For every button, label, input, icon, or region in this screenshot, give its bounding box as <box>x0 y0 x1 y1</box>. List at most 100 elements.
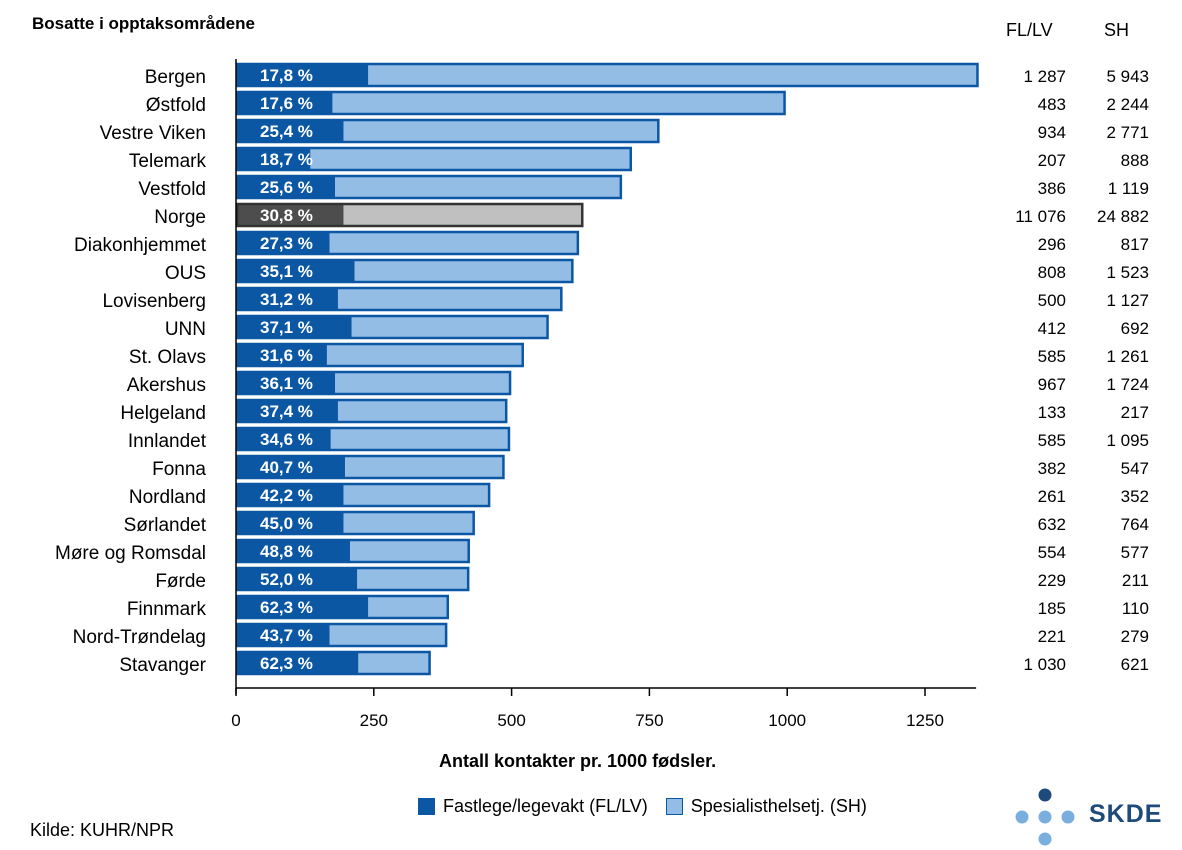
sh-count-21: 621 <box>1121 655 1149 674</box>
x-tick-label-4: 1000 <box>768 711 806 730</box>
sh-count-13: 1 095 <box>1106 431 1149 450</box>
bar-outline-19 <box>235 594 450 620</box>
category-label-14: Fonna <box>152 459 206 480</box>
bar-sh-9 <box>351 315 549 339</box>
bar-sh-0 <box>368 63 979 87</box>
sh-count-5: 24 882 <box>1097 207 1149 226</box>
bar-outline-3 <box>235 146 633 172</box>
bar-percent-label-6: 27,3 % <box>260 234 313 253</box>
bar-percent-label-5: 30,8 % <box>260 206 313 225</box>
bar-percent-label-19: 62,3 % <box>260 598 313 617</box>
logo-dot-bottom <box>1038 832 1052 846</box>
bar-outline-8 <box>235 286 563 312</box>
category-label-20: Nord-Trøndelag <box>73 627 206 648</box>
fl-count-20: 221 <box>1038 627 1066 646</box>
legend: Fastlege/legevakt (FL/LV) Spesialisthels… <box>418 796 885 817</box>
sh-count-1: 2 244 <box>1106 95 1149 114</box>
category-label-9: UNN <box>165 319 206 340</box>
column-header-fl: FL/LV <box>1006 20 1053 40</box>
fl-count-3: 207 <box>1038 151 1066 170</box>
bar-fl-10 <box>236 343 327 367</box>
sh-count-20: 279 <box>1121 627 1149 646</box>
bar-sh-6 <box>329 231 579 255</box>
bar-fl-9 <box>236 315 352 339</box>
bar-fl-6 <box>236 231 330 255</box>
bar-fl-14 <box>236 455 346 479</box>
sh-count-6: 817 <box>1121 235 1149 254</box>
category-label-19: Finnmark <box>127 599 207 620</box>
bar-sh-19 <box>368 595 449 619</box>
bar-fl-13 <box>236 427 331 451</box>
bar-sh-20 <box>329 623 448 647</box>
bar-fl-5 <box>236 203 344 227</box>
logo-dot-center <box>1038 810 1052 824</box>
sh-count-16: 764 <box>1121 515 1149 534</box>
category-label-10: St. Olavs <box>129 347 206 368</box>
bar-sh-3 <box>310 147 632 171</box>
legend-swatch-fl <box>418 798 435 815</box>
category-label-17: Møre og Romsdal <box>55 543 206 564</box>
fl-count-6: 296 <box>1038 235 1066 254</box>
legend-item-sh: Spesialisthelsetj. (SH) <box>665 796 867 817</box>
bar-percent-label-20: 43,7 % <box>260 626 313 645</box>
bar-fl-3 <box>236 147 311 171</box>
bar-fl-19 <box>236 595 369 619</box>
category-label-1: Østfold <box>146 95 206 116</box>
bar-fl-2 <box>236 119 344 143</box>
bar-sh-2 <box>343 119 660 143</box>
bar-percent-label-11: 36,1 % <box>260 374 313 393</box>
bar-percent-label-10: 31,6 % <box>260 346 313 365</box>
sh-count-18: 211 <box>1122 571 1149 590</box>
bar-percent-label-17: 48,8 % <box>260 542 313 561</box>
fl-count-16: 632 <box>1038 515 1066 534</box>
bar-percent-label-3: 18,7 % <box>260 150 313 169</box>
category-label-12: Helgeland <box>120 403 206 424</box>
fl-count-4: 386 <box>1038 179 1066 198</box>
sh-count-15: 352 <box>1121 487 1149 506</box>
category-label-4: Vestfold <box>138 179 206 200</box>
category-label-6: Diakonhjemmet <box>74 235 207 256</box>
fl-count-12: 133 <box>1038 403 1066 422</box>
bar-sh-1 <box>332 91 786 115</box>
bar-outline-4 <box>235 174 623 200</box>
bar-fl-15 <box>236 483 344 507</box>
logo-dot-left <box>1015 810 1029 824</box>
bar-percent-label-16: 45,0 % <box>260 514 313 533</box>
category-label-3: Telemark <box>129 151 207 172</box>
bar-sh-13 <box>330 427 510 451</box>
bar-sh-8 <box>337 287 563 311</box>
sh-count-0: 5 943 <box>1106 67 1149 86</box>
bar-fl-11 <box>236 371 336 395</box>
bar-outline-21 <box>235 650 431 676</box>
category-label-15: Nordland <box>129 487 206 508</box>
category-label-21: Stavanger <box>119 655 206 676</box>
bar-outline-6 <box>235 230 580 256</box>
bar-sh-4 <box>335 175 622 199</box>
sh-count-19: 110 <box>1122 599 1149 618</box>
bar-outline-15 <box>235 482 491 508</box>
sh-count-8: 1 127 <box>1106 291 1149 310</box>
bar-fl-8 <box>236 287 338 311</box>
bar-percent-label-1: 17,6 % <box>260 94 313 113</box>
bar-percent-label-12: 37,4 % <box>260 402 313 421</box>
x-tick-label-5: 1250 <box>906 711 944 730</box>
x-axis-label-text: Antall kontakter pr. 1000 fødsler. <box>439 751 717 771</box>
bar-outline-12 <box>235 398 508 424</box>
bar-percent-label-15: 42,2 % <box>260 486 313 505</box>
x-tick-label-1: 250 <box>360 711 388 730</box>
bar-outline-17 <box>235 538 470 564</box>
chart-title: Bosatte i opptaksområdene <box>32 14 255 33</box>
fl-count-11: 967 <box>1038 375 1066 394</box>
bar-sh-18 <box>357 567 470 591</box>
bar-outline-18 <box>235 566 470 592</box>
fl-count-21: 1 030 <box>1023 655 1066 674</box>
bar-outline-2 <box>235 118 660 144</box>
category-label-11: Akershus <box>127 375 206 396</box>
skde-logo-icon <box>1015 788 1075 846</box>
category-label-0: Bergen <box>145 67 206 88</box>
legend-label-fl: Fastlege/legevakt (FL/LV) <box>443 796 648 816</box>
bar-percent-label-18: 52,0 % <box>260 570 313 589</box>
x-tick-label-2: 500 <box>497 711 525 730</box>
bar-fl-17 <box>236 539 351 563</box>
fl-count-18: 229 <box>1038 571 1066 590</box>
